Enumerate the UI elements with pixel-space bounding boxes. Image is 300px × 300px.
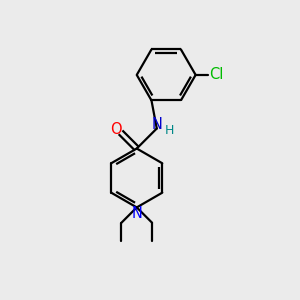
Text: N: N: [131, 206, 142, 221]
Text: Cl: Cl: [209, 68, 224, 82]
Text: N: N: [151, 118, 162, 133]
Text: O: O: [110, 122, 122, 137]
Text: H: H: [165, 124, 174, 137]
